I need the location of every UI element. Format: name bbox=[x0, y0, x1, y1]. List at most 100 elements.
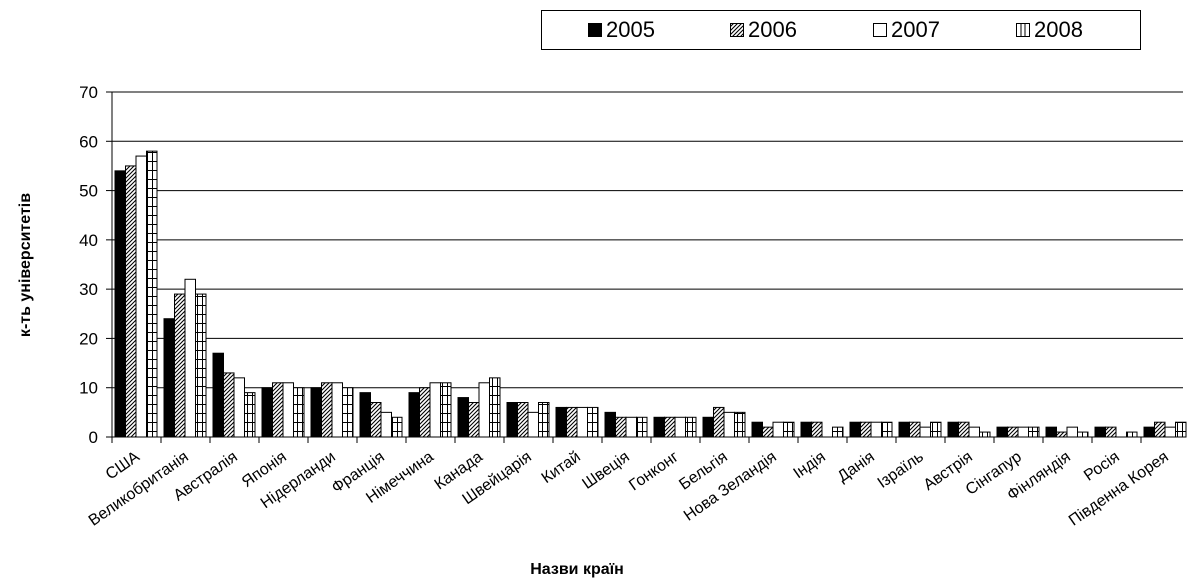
bar-2008-14 bbox=[833, 427, 844, 437]
bar-2005-17 bbox=[948, 422, 959, 437]
y-tick-label: 10 bbox=[79, 379, 98, 398]
bars bbox=[115, 151, 1186, 437]
bar-2006-5 bbox=[371, 403, 382, 438]
bar-2005-1 bbox=[164, 319, 175, 437]
bar-2006-12 bbox=[714, 407, 725, 437]
bar-2008-15 bbox=[882, 422, 893, 437]
bar-2006-8 bbox=[518, 403, 529, 438]
bar-2006-1 bbox=[175, 294, 186, 437]
y-tick-label: 0 bbox=[89, 428, 98, 447]
bar-2007-11 bbox=[675, 417, 686, 437]
legend-item-2006: 2006 bbox=[730, 11, 797, 49]
bar-2006-21 bbox=[1155, 422, 1166, 437]
bar-2008-18 bbox=[1029, 427, 1040, 437]
bar-2007-13 bbox=[773, 422, 784, 437]
bar-2008-5 bbox=[392, 417, 403, 437]
bar-2008-2 bbox=[245, 393, 256, 437]
legend-label-2006: 2006 bbox=[748, 17, 797, 43]
bar-2005-20 bbox=[1095, 427, 1106, 437]
bar-2005-9 bbox=[556, 407, 567, 437]
bar-2005-11 bbox=[654, 417, 665, 437]
bar-2005-7 bbox=[458, 398, 469, 437]
bar-2007-12 bbox=[724, 412, 735, 437]
bar-2006-17 bbox=[959, 422, 970, 437]
bar-2008-20 bbox=[1127, 432, 1138, 437]
bar-2005-21 bbox=[1144, 427, 1155, 437]
bar-2005-5 bbox=[360, 393, 371, 437]
bar-2006-2 bbox=[224, 373, 235, 437]
bar-2008-16 bbox=[931, 422, 942, 437]
bar-2008-6 bbox=[441, 383, 452, 437]
y-tick-label: 20 bbox=[79, 329, 98, 348]
y-tick-labels: 0 10 20 30 40 50 60 70 bbox=[79, 83, 98, 447]
bar-2007-10 bbox=[626, 417, 637, 437]
bar-2007-4 bbox=[332, 383, 343, 437]
bar-2008-3 bbox=[294, 388, 305, 437]
bar-2005-6 bbox=[409, 393, 420, 437]
x-tick-label: Індія bbox=[791, 448, 829, 482]
legend-swatch-2008 bbox=[1016, 23, 1030, 37]
bar-2006-9 bbox=[567, 407, 578, 437]
x-tick-labels: СШАВеликобританіяАвстраліяЯпоніяНідерлан… bbox=[86, 448, 1172, 530]
x-tick-label: США bbox=[103, 448, 143, 483]
legend: 2005 2006 2007 2008 bbox=[541, 10, 1141, 50]
y-tick-label: 70 bbox=[79, 83, 98, 102]
bar-2005-12 bbox=[703, 417, 714, 437]
bar-2008-10 bbox=[637, 417, 648, 437]
bar-2008-17 bbox=[980, 432, 991, 437]
bar-2006-6 bbox=[420, 388, 431, 437]
bar-2005-4 bbox=[311, 388, 322, 437]
x-axis-label: Назви країн bbox=[530, 561, 624, 578]
legend-swatch-2005 bbox=[588, 23, 602, 37]
bar-2008-9 bbox=[588, 407, 599, 437]
bar-2007-7 bbox=[479, 383, 490, 437]
bar-2008-0 bbox=[147, 151, 158, 437]
bar-2007-19 bbox=[1067, 427, 1078, 437]
bar-2008-19 bbox=[1078, 432, 1089, 437]
bar-2007-17 bbox=[969, 427, 980, 437]
y-tick-label: 60 bbox=[79, 132, 98, 151]
legend-label-2008: 2008 bbox=[1034, 17, 1083, 43]
x-tick-label: Ізраїль bbox=[875, 448, 927, 492]
y-tick-label: 30 bbox=[79, 280, 98, 299]
bar-2005-0 bbox=[115, 171, 126, 437]
bar-2005-10 bbox=[605, 412, 616, 437]
bar-2005-2 bbox=[213, 353, 224, 437]
legend-item-2005: 2005 bbox=[588, 11, 655, 49]
legend-item-2007: 2007 bbox=[873, 11, 940, 49]
bar-2007-21 bbox=[1165, 427, 1176, 437]
bar-2008-13 bbox=[784, 422, 795, 437]
bar-2007-15 bbox=[871, 422, 882, 437]
bar-2006-4 bbox=[322, 383, 333, 437]
bar-2008-4 bbox=[343, 388, 354, 437]
bar-2007-8 bbox=[528, 412, 539, 437]
bar-2005-15 bbox=[850, 422, 861, 437]
bar-2006-11 bbox=[665, 417, 676, 437]
bar-2007-3 bbox=[283, 383, 294, 437]
bar-2007-9 bbox=[577, 407, 588, 437]
legend-item-2008: 2008 bbox=[1016, 11, 1083, 49]
bar-2007-2 bbox=[234, 378, 245, 437]
bar-2006-14 bbox=[812, 422, 823, 437]
legend-label-2005: 2005 bbox=[606, 17, 655, 43]
legend-swatch-2007 bbox=[873, 23, 887, 37]
legend-swatch-2006 bbox=[730, 23, 744, 37]
bar-2005-3 bbox=[262, 388, 273, 437]
y-tick-label: 50 bbox=[79, 182, 98, 201]
bar-2007-18 bbox=[1018, 427, 1029, 437]
bar-2006-18 bbox=[1008, 427, 1019, 437]
bar-2005-13 bbox=[752, 422, 763, 437]
bar-2006-15 bbox=[861, 422, 872, 437]
bar-2005-19 bbox=[1046, 427, 1057, 437]
y-tick-label: 40 bbox=[79, 231, 98, 250]
bar-2008-7 bbox=[490, 378, 501, 437]
bar-2005-18 bbox=[997, 427, 1008, 437]
x-tick-label: Данія bbox=[835, 448, 878, 485]
legend-label-2007: 2007 bbox=[891, 17, 940, 43]
bar-2008-1 bbox=[196, 294, 207, 437]
x-tick-label: Швеція bbox=[579, 448, 632, 492]
bar-2006-0 bbox=[126, 166, 137, 437]
bar-2006-13 bbox=[763, 427, 774, 437]
bar-2008-21 bbox=[1176, 422, 1187, 437]
bar-2005-14 bbox=[801, 422, 812, 437]
